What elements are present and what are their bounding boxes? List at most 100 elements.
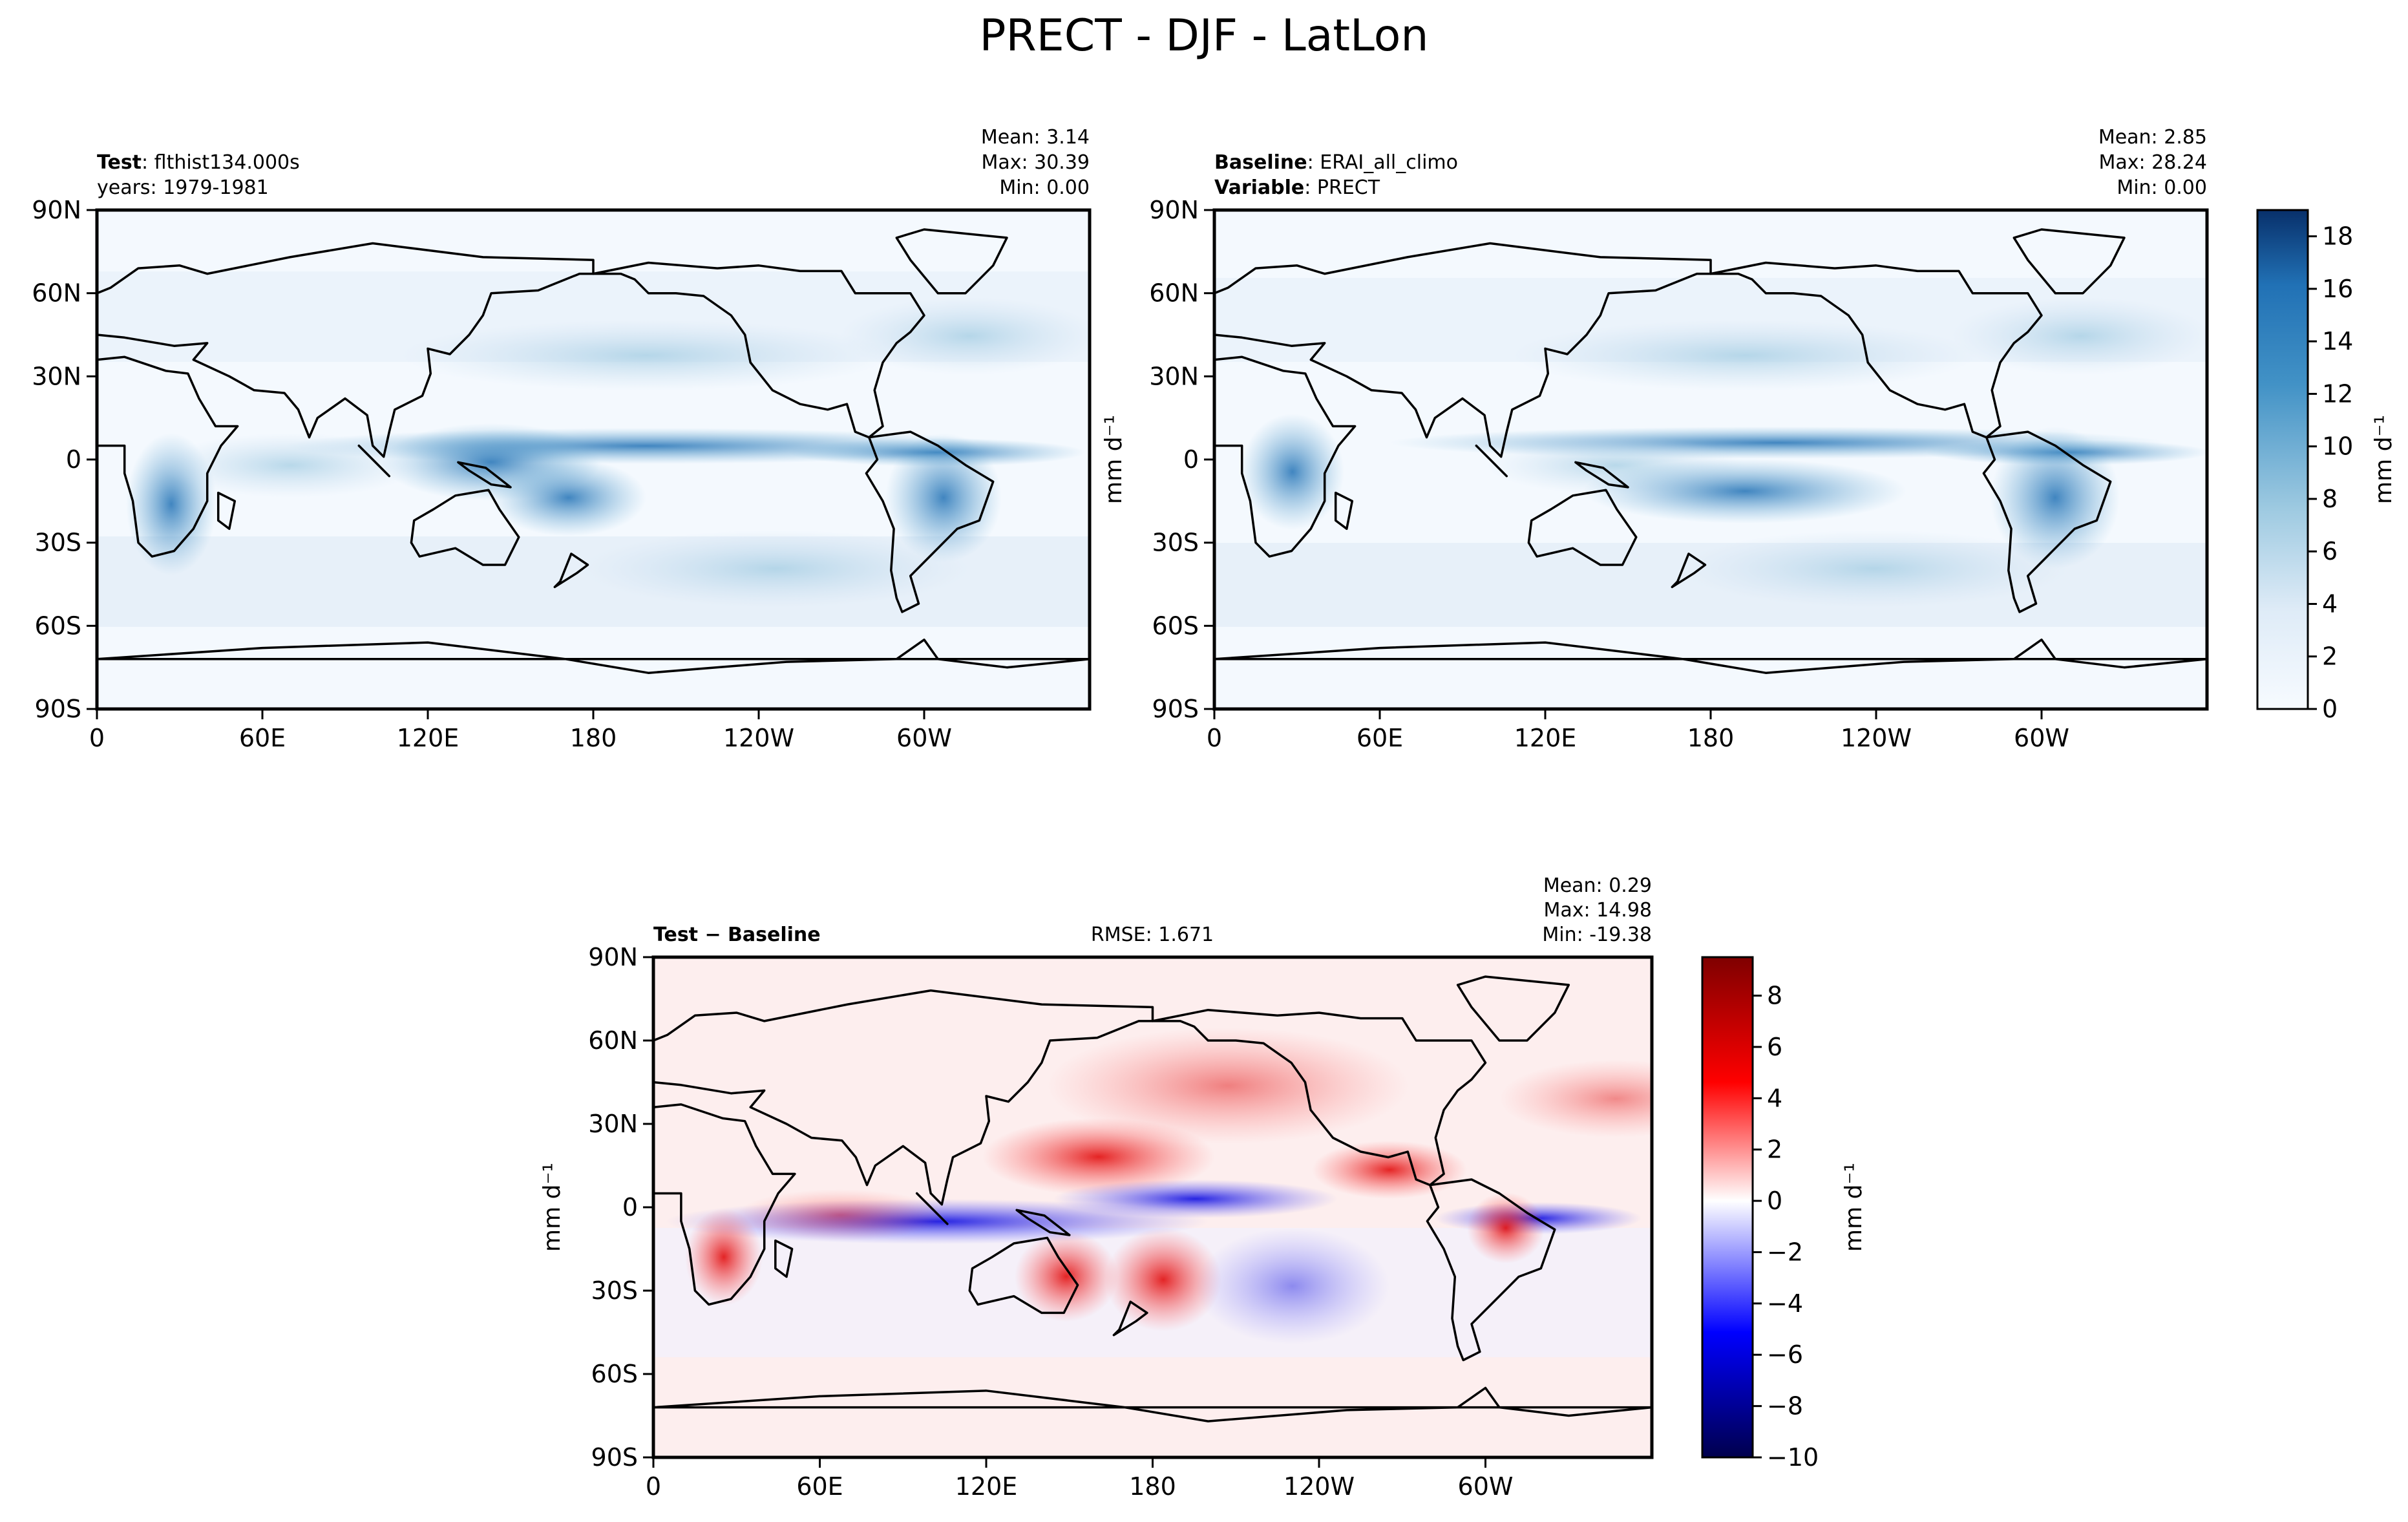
- panel-baseline-xtick-label-1: 60E: [1357, 724, 1403, 752]
- panel-diff-ytick-label-1: 60N: [588, 1026, 638, 1055]
- panel-test-coastline-3: [865, 430, 995, 613]
- colorbar-main-tick-label-3: 6: [2322, 537, 2338, 565]
- colorbar-main-tick-label-2: 4: [2322, 589, 2338, 618]
- panel-test-coastline-5: [97, 639, 1090, 674]
- panel-diff-xtick-label-4: 120W: [1283, 1472, 1355, 1501]
- figure-title: PRECT - DJF - LatLon: [980, 10, 1429, 61]
- panel-test-xtick-label-3: 180: [570, 724, 617, 752]
- colorbar-main-ticks: 0 2 4 6 8 10 12 14 16 18: [2308, 222, 2353, 723]
- panel-baseline-variable-bold: Variable: [1214, 176, 1304, 199]
- panel-test-coastline-9: [553, 553, 589, 589]
- panel-baseline-ytick-label-1: 60N: [1149, 279, 1199, 308]
- panel-baseline-coastline-3: [1982, 430, 2112, 613]
- panel-test-years: years: 1979-1981: [97, 176, 269, 199]
- panel-diff-coastline-8: [1015, 1209, 1071, 1236]
- panel-baseline-coastline-5: [1214, 639, 2207, 674]
- svg-text:Test: flthist134.000s: Test: flthist134.000s: [97, 151, 300, 174]
- colorbar-main-tick-label-8: 16: [2322, 275, 2353, 303]
- panel-baseline-coastline-1: [1214, 242, 1712, 458]
- panel-baseline-xtick-label-0: 0: [1207, 724, 1222, 752]
- panel-test-xtick-label-2: 120E: [397, 724, 459, 752]
- panel-baseline: 0 60E 120E 180 120W 60W 90N 60N 30N 0 30S 60S 90S Ba…: [1149, 126, 2209, 752]
- panel-diff-coastline-0: [653, 1103, 796, 1306]
- panel-test-xtick-label-5: 60W: [896, 724, 952, 752]
- panel-test-min: Min: 0.00: [999, 176, 1090, 199]
- panel-test-coastline-7: [357, 444, 391, 478]
- panel-diff-coastline-3: [1426, 1178, 1556, 1362]
- colorbar-diff-ticks: −10 −8 −6 −4 −2 0 2 4 6 8: [1753, 982, 1819, 1472]
- colorbar-main-tick-label-4: 8: [2322, 485, 2338, 513]
- panel-diff-ytick-label-6: 90S: [591, 1443, 638, 1472]
- colorbar-diff-tick-label-6: 2: [1767, 1136, 1782, 1164]
- colorbar-main-tick-label-7: 14: [2322, 327, 2353, 355]
- panel-baseline-mean: Mean: 2.85: [2098, 126, 2207, 149]
- panel-diff-coastline-10: [774, 1239, 794, 1278]
- colorbar-main-fill: [2256, 209, 2309, 710]
- panel-diff-field: [653, 957, 1652, 1457]
- panel-baseline-ytick-label-5: 60S: [1152, 611, 1199, 640]
- panel-diff-xtick-label-3: 180: [1129, 1472, 1176, 1501]
- panel-baseline-xtick-label-3: 180: [1687, 724, 1735, 752]
- panel-test-ytick-label-1: 60N: [32, 279, 81, 308]
- colorbar-diff-tick-label-1: −8: [1767, 1392, 1803, 1421]
- panel-test: 0 60E 120E 180 120W 60W 90N 60N 30N 0 30S 60S 90S Te…: [32, 126, 1092, 752]
- panel-baseline-ytick-label-2: 30N: [1149, 362, 1199, 390]
- panel-test-coastline-1: [97, 242, 595, 458]
- panel-test-label-bold: Test: [97, 151, 142, 174]
- panel-test-ytick-label-6: 90S: [35, 695, 81, 723]
- colorbar-main-tick-label-9: 18: [2322, 222, 2353, 251]
- panel-test-ytick-label-3: 0: [66, 445, 81, 474]
- panel-baseline-xtick-label-4: 120W: [1841, 724, 1912, 752]
- panel-test-xtick-label-1: 60E: [239, 724, 286, 752]
- panel-test-xtick-label-0: 0: [89, 724, 105, 752]
- colorbar-main-tick-label-5: 10: [2322, 432, 2353, 461]
- panel-diff-coastline-5: [653, 1386, 1652, 1422]
- panel-baseline-variable-rest: : PRECT: [1304, 176, 1380, 199]
- panel-test-axes: 0 60E 120E 180 120W 60W 90N 60N 30N 0 30S 60S 90S: [32, 196, 952, 752]
- colorbar-diff: −10 −8 −6 −4 −2 0 2 4 6 8 mm d⁻¹: [1701, 956, 1867, 1472]
- panel-diff-ytick-label-0: 90N: [588, 943, 638, 971]
- panel-test-ytick-label-0: 90N: [32, 196, 81, 224]
- panel-diff-xtick-label-2: 120E: [955, 1472, 1018, 1501]
- panel-test-coastline-6: [895, 228, 1008, 295]
- panel-baseline-ytick-label-3: 0: [1183, 445, 1199, 474]
- panel-diff-coastlines: [653, 975, 1652, 1422]
- colorbar-diff-tick-label-2: −6: [1767, 1340, 1803, 1369]
- panel-baseline-coastlines: [1214, 228, 2207, 674]
- panel-baseline-min: Min: 0.00: [2117, 176, 2207, 199]
- panel-test-field: [97, 210, 1090, 709]
- panel-baseline-ytick-label-4: 30S: [1152, 529, 1199, 557]
- panel-test-ytick-label-4: 30S: [35, 529, 81, 557]
- panel-baseline-field: [1214, 210, 2207, 709]
- panel-baseline-ytick-label-6: 90S: [1152, 695, 1199, 723]
- colorbar-diff-fill: [1701, 956, 1754, 1459]
- panel-baseline-max: Max: 28.24: [2098, 151, 2207, 174]
- panel-diff-xtick-label-1: 60E: [796, 1472, 843, 1501]
- panel-diff-ytick-label-5: 60S: [591, 1360, 638, 1388]
- panel-diff-label: Test − Baseline: [653, 924, 821, 946]
- svg-text:Baseline: ERAI_all_climo: Baseline: ERAI_all_climo: [1214, 151, 1458, 174]
- panel-diff-coastline-9: [1112, 1300, 1148, 1337]
- colorbar-main-tick-label-6: 12: [2322, 379, 2353, 408]
- colorbar-diff-tick-label-0: −10: [1767, 1443, 1819, 1472]
- colorbar-diff-tick-label-5: 0: [1767, 1187, 1782, 1215]
- panel-test-max: Max: 30.39: [981, 151, 1090, 174]
- colorbar-diff-tick-label-7: 4: [1767, 1084, 1782, 1112]
- panel-baseline-coastline-7: [1475, 444, 1508, 478]
- panel-test-coastline-0: [97, 355, 239, 558]
- panel-test-ytick-label-2: 30N: [32, 362, 81, 390]
- colorbar-main-tick-label-1: 2: [2322, 642, 2338, 671]
- panel-diff-coastline-4: [968, 1236, 1079, 1315]
- panel-diff-rmse: RMSE: 1.671: [1091, 924, 1214, 946]
- panel-diff-axes: 0 60E 120E 180 120W 60W 90N 60N 30N 0 30S 60S 90S: [588, 943, 1513, 1501]
- panel-diff-coastline-7: [915, 1192, 949, 1225]
- panel-baseline-coastline-8: [1574, 461, 1629, 489]
- panel-baseline-coastline-4: [1527, 489, 1638, 566]
- colorbar-diff-tick-label-4: −2: [1767, 1238, 1803, 1266]
- panel-diff: 0 60E 120E 180 120W 60W 90N 60N 30N 0 30S 60S 90S Te…: [539, 874, 1654, 1501]
- panel-diff-xtick-label-5: 60W: [1458, 1472, 1514, 1501]
- colorbar-diff-tick-label-8: 6: [1767, 1033, 1782, 1061]
- colorbar-main-label: mm d⁻¹: [2371, 415, 2397, 504]
- panel-baseline-coastline-6: [2012, 228, 2126, 295]
